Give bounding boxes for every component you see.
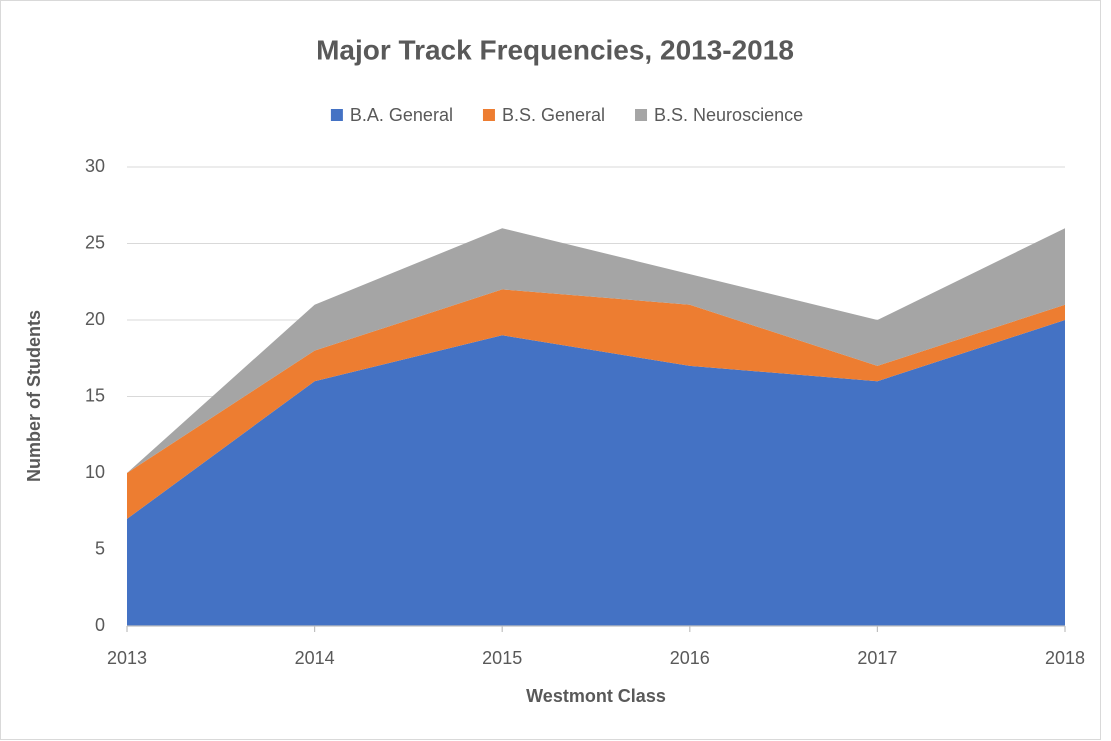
y-tick-label: 0 [95,615,105,635]
x-tick-label: 2015 [482,648,522,668]
y-axis-label: Number of Students [24,310,44,482]
legend-swatch [330,109,343,121]
legend: B.A. General B.S. General B.S. Neuroscienc… [330,105,803,125]
legend-swatch [635,109,648,121]
y-tick-label: 10 [85,462,105,482]
x-tick-label: 2016 [670,648,710,668]
y-tick-label: 20 [85,309,105,329]
chart-title: Major Track Frequencies, 2013-2018 [316,34,794,65]
area [127,228,1065,473]
legend-label: B.S. Neuroscience [654,105,803,125]
x-tick-label: 2013 [107,648,147,668]
legend-label: B.A. General [350,105,453,125]
y-tick-label: 25 [85,232,105,252]
y-tick-label: 5 [95,538,105,558]
axes: 0 5 10 15 20 25 30 2013 2014 2015 2016 2017 2018 [85,156,1085,668]
x-tick-label: 2018 [1045,648,1085,668]
y-tick-label: 30 [85,156,105,176]
x-axis-label: Westmont Class [526,686,666,706]
area [127,320,1065,626]
x-tick-label: 2014 [295,648,335,668]
area [127,289,1065,519]
legend-swatch [482,109,495,121]
legend-label: B.S. General [502,105,605,125]
y-tick-label: 15 [85,385,105,405]
areas [127,228,1065,626]
x-tick-label: 2017 [857,648,897,668]
